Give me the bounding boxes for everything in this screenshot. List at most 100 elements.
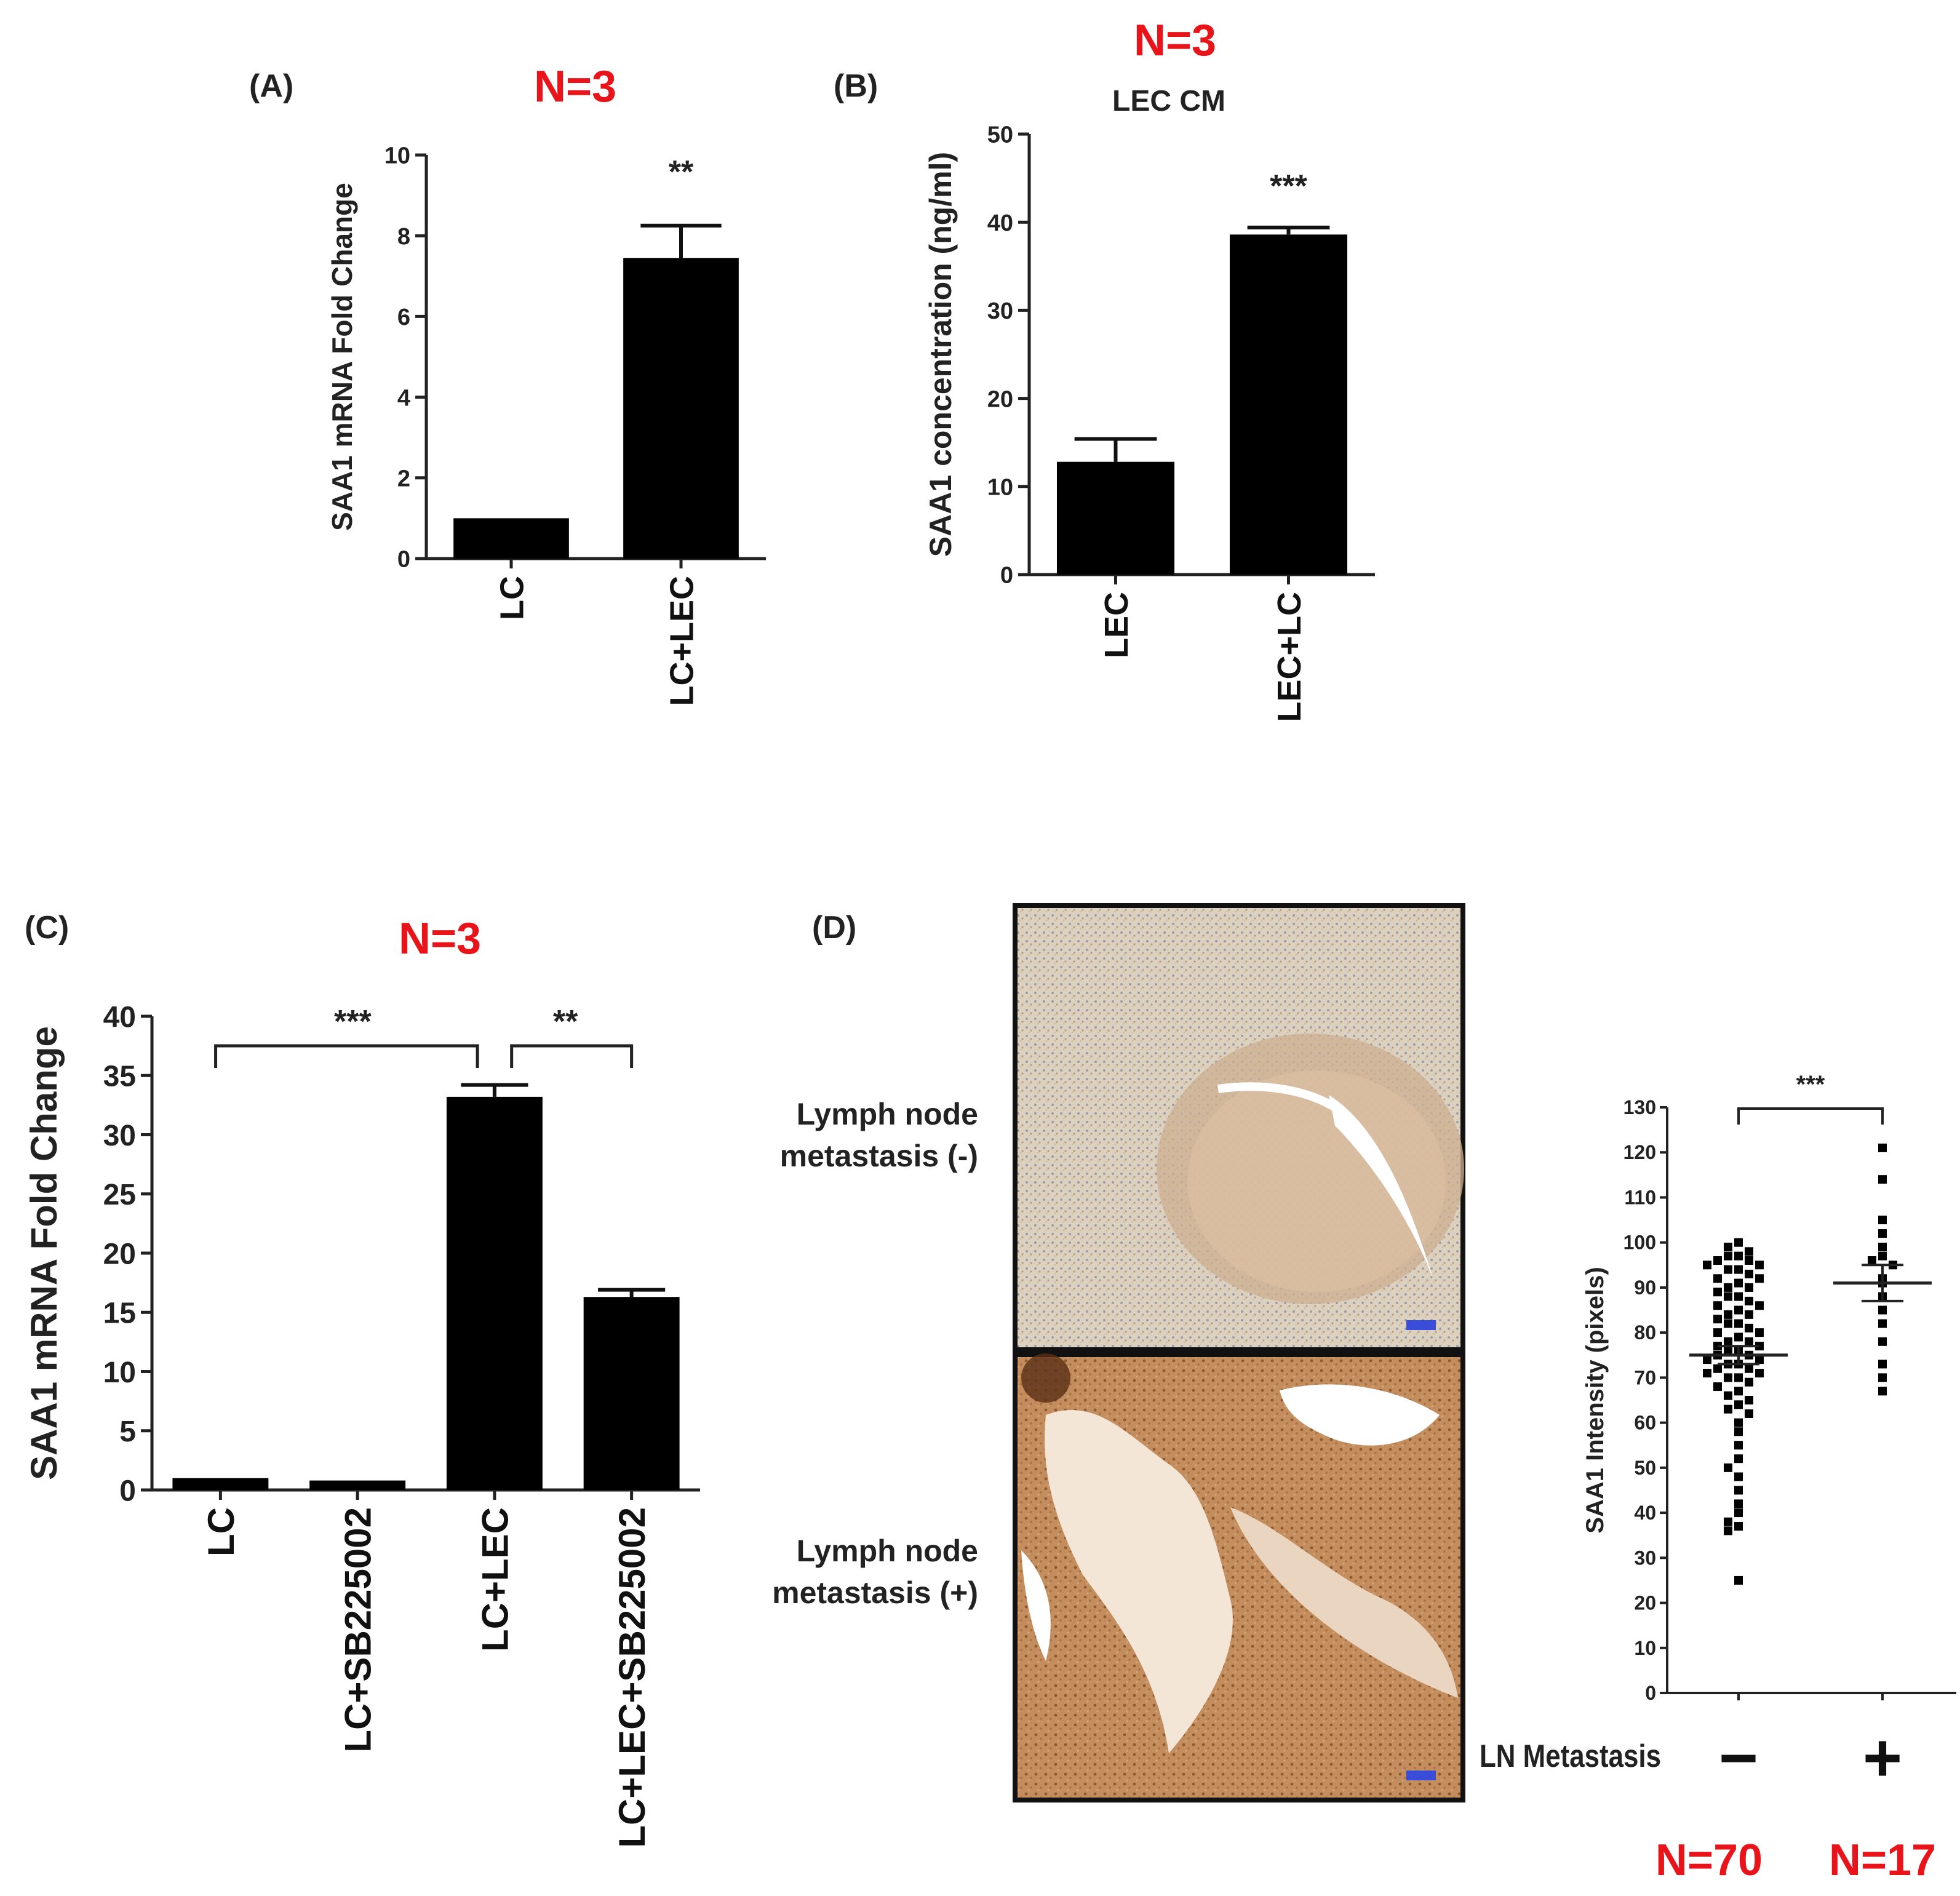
data-point bbox=[1724, 1265, 1732, 1274]
y-axis-title: SAA1 mRNA Fold Change bbox=[23, 1026, 65, 1480]
data-point bbox=[1745, 1310, 1753, 1319]
y-tick-label: 50 bbox=[987, 122, 1013, 148]
data-point bbox=[1734, 1454, 1743, 1464]
data-point bbox=[1755, 1355, 1764, 1364]
ln-metastasis-label: LN Metastasis bbox=[1480, 1739, 1661, 1774]
y-tick-label: 20 bbox=[1634, 1592, 1656, 1614]
comparison-label: ** bbox=[553, 1004, 578, 1040]
comparison-bracket bbox=[214, 1044, 479, 1068]
data-point bbox=[1724, 1373, 1732, 1382]
data-point bbox=[1734, 1251, 1743, 1261]
data-point bbox=[1878, 1305, 1887, 1315]
y-tick-label: 0 bbox=[397, 547, 410, 573]
data-point bbox=[1713, 1315, 1722, 1324]
data-point bbox=[1724, 1243, 1732, 1252]
data-point bbox=[1713, 1364, 1722, 1373]
y-tick-label: 70 bbox=[1634, 1366, 1656, 1388]
significance-label: ** bbox=[669, 154, 694, 190]
data-point bbox=[1878, 1175, 1887, 1184]
row-label-ln-negative-1: Lymph node bbox=[797, 1097, 978, 1131]
data-point bbox=[1734, 1418, 1743, 1427]
y-tick-label: 10 bbox=[384, 143, 410, 169]
data-point bbox=[1713, 1288, 1722, 1297]
y-tick-label: 120 bbox=[1623, 1141, 1656, 1163]
data-point bbox=[1755, 1301, 1764, 1310]
data-point bbox=[1755, 1369, 1764, 1378]
y-axis-title: SAA1 mRNA Fold Change bbox=[326, 183, 358, 531]
chart-c: 0 5 10 15 20 25 30 35 40 SAA1 mRNA Fold Change LC L… bbox=[23, 1001, 700, 1848]
data-point bbox=[1724, 1404, 1732, 1414]
data-point bbox=[1724, 1310, 1732, 1319]
panel-c-letter: (C) bbox=[25, 910, 69, 946]
x-tick-label: LC+SB225002 bbox=[338, 1507, 379, 1753]
bar-lc-plus-sb225002 bbox=[309, 1480, 406, 1490]
bar-lc-plus-lec-plus-sb225002 bbox=[583, 1297, 680, 1490]
row-label-ln-negative-2: metastasis (-) bbox=[780, 1139, 978, 1173]
data-point bbox=[1713, 1256, 1722, 1265]
data-point bbox=[1734, 1387, 1743, 1396]
panel-a-letter: (A) bbox=[249, 68, 293, 104]
data-point bbox=[1755, 1261, 1764, 1270]
data-point bbox=[1878, 1216, 1887, 1225]
data-point bbox=[1724, 1346, 1732, 1355]
comparison-bracket bbox=[510, 1044, 634, 1068]
y-tick-label: 15 bbox=[103, 1297, 136, 1330]
y-tick-label: 80 bbox=[1634, 1321, 1656, 1344]
y-tick-label: 40 bbox=[987, 210, 1013, 236]
bar-lc-plus-lec bbox=[446, 1096, 543, 1490]
data-point bbox=[1724, 1251, 1732, 1261]
data-point bbox=[1734, 1522, 1743, 1531]
data-point bbox=[1745, 1396, 1753, 1404]
data-point bbox=[1713, 1301, 1722, 1310]
data-point bbox=[1734, 1292, 1743, 1301]
significance-label: *** bbox=[1270, 169, 1307, 204]
data-point bbox=[1724, 1292, 1732, 1301]
data-point bbox=[1878, 1143, 1887, 1152]
y-tick-label: 10 bbox=[103, 1356, 136, 1389]
data-point bbox=[1734, 1373, 1743, 1382]
data-point bbox=[1878, 1319, 1887, 1328]
y-tick-label: 5 bbox=[119, 1416, 136, 1448]
data-point bbox=[1878, 1387, 1887, 1396]
data-point bbox=[1745, 1364, 1753, 1373]
data-point bbox=[1724, 1391, 1732, 1400]
x-tick-label: + bbox=[1863, 1720, 1902, 1796]
bar-lc bbox=[453, 518, 569, 559]
data-point bbox=[1724, 1319, 1732, 1328]
chart-d: 0 10 20 30 40 50 60 70 80 90 100 110 120 130 SAA1 Inte… bbox=[1582, 1071, 1956, 1796]
data-point bbox=[1734, 1332, 1743, 1342]
data-point bbox=[1868, 1256, 1876, 1265]
data-point bbox=[1745, 1247, 1753, 1256]
y-tick-label: 6 bbox=[397, 305, 410, 330]
panel-b-subtitle: LEC CM bbox=[1112, 85, 1225, 118]
y-tick-label: 100 bbox=[1623, 1232, 1656, 1254]
data-point bbox=[1734, 1441, 1743, 1450]
x-tick-label: LC+LEC+SB225002 bbox=[612, 1507, 653, 1848]
data-point bbox=[1734, 1265, 1743, 1274]
data-point bbox=[1724, 1526, 1732, 1536]
data-point bbox=[1878, 1360, 1887, 1369]
y-tick-label: 60 bbox=[1634, 1412, 1656, 1434]
x-tick-label: − bbox=[1719, 1720, 1758, 1796]
n-label-positive: N=17 bbox=[1829, 1836, 1936, 1885]
data-point bbox=[1724, 1283, 1732, 1292]
data-point bbox=[1724, 1463, 1732, 1472]
y-tick-label: 30 bbox=[1634, 1547, 1656, 1569]
bar-lc-plus-lec bbox=[623, 258, 739, 559]
y-tick-label: 4 bbox=[397, 385, 410, 411]
x-tick-label: LC bbox=[201, 1507, 242, 1556]
y-tick-label: 50 bbox=[1634, 1457, 1656, 1479]
bar-lec bbox=[1056, 461, 1175, 575]
data-point bbox=[1734, 1278, 1743, 1288]
data-point bbox=[1755, 1328, 1764, 1337]
x-tick-label: LC+LEC bbox=[474, 1507, 516, 1652]
data-point bbox=[1724, 1337, 1732, 1346]
comparison-label: *** bbox=[1796, 1071, 1825, 1098]
data-point bbox=[1878, 1373, 1887, 1382]
comparison-label: *** bbox=[334, 1004, 372, 1040]
x-tick-label: LC bbox=[493, 576, 530, 620]
y-tick-label: 130 bbox=[1623, 1096, 1656, 1118]
data-point bbox=[1734, 1575, 1743, 1585]
